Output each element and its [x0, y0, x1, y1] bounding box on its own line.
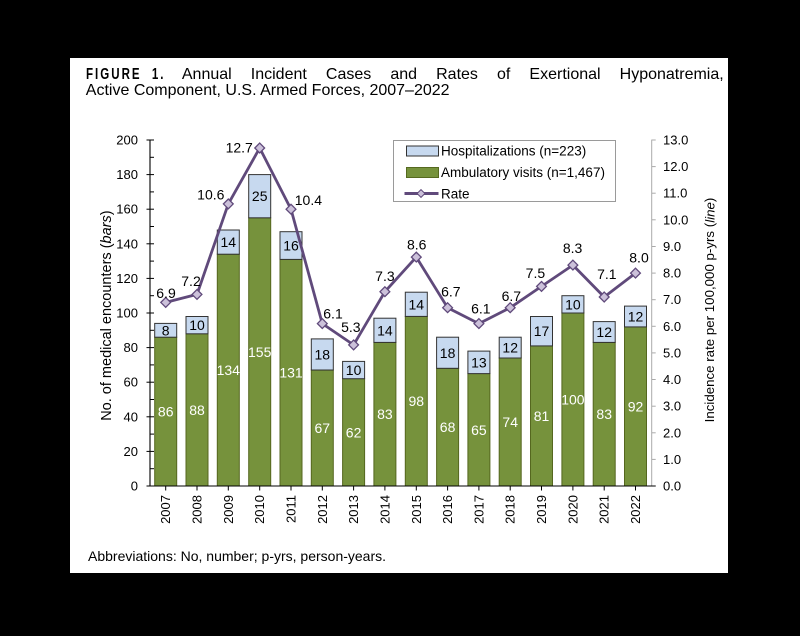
svg-text:17: 17	[534, 323, 550, 339]
svg-text:10: 10	[565, 296, 581, 312]
svg-text:12: 12	[502, 340, 518, 356]
svg-text:6.7: 6.7	[502, 288, 522, 304]
svg-text:83: 83	[377, 406, 393, 422]
svg-text:65: 65	[471, 422, 487, 438]
svg-text:88: 88	[189, 402, 205, 418]
svg-text:3.0: 3.0	[663, 399, 681, 414]
svg-text:6.1: 6.1	[323, 305, 343, 321]
svg-text:67: 67	[315, 420, 331, 436]
svg-text:13: 13	[471, 354, 487, 370]
svg-text:No. of medical encounters (bar: No. of medical encounters (bars)	[99, 210, 115, 420]
svg-text:2021: 2021	[597, 495, 612, 524]
svg-text:16: 16	[283, 238, 299, 254]
svg-text:2011: 2011	[284, 495, 299, 523]
svg-text:8.0: 8.0	[663, 266, 681, 281]
svg-text:74: 74	[502, 414, 518, 430]
svg-text:20: 20	[124, 444, 138, 459]
svg-text:2007: 2007	[158, 495, 173, 524]
svg-text:6.1: 6.1	[471, 300, 491, 316]
svg-text:9.0: 9.0	[663, 239, 681, 254]
svg-text:180: 180	[116, 167, 138, 182]
svg-text:10.0: 10.0	[663, 212, 688, 227]
svg-text:6.9: 6.9	[156, 285, 176, 301]
svg-text:2017: 2017	[471, 495, 486, 524]
svg-text:6.7: 6.7	[441, 284, 461, 300]
svg-text:200: 200	[116, 133, 138, 148]
svg-text:81: 81	[534, 408, 550, 424]
svg-text:11.0: 11.0	[663, 186, 687, 201]
svg-text:80: 80	[124, 340, 138, 355]
svg-text:120: 120	[116, 271, 138, 286]
svg-text:40: 40	[124, 409, 138, 424]
svg-text:2022: 2022	[628, 495, 643, 524]
svg-text:160: 160	[116, 202, 138, 217]
svg-text:6.0: 6.0	[663, 319, 681, 334]
svg-text:18: 18	[315, 347, 331, 363]
svg-text:2013: 2013	[346, 495, 361, 524]
svg-text:7.1: 7.1	[597, 266, 617, 282]
svg-text:2012: 2012	[315, 495, 330, 524]
svg-text:7.0: 7.0	[663, 292, 681, 307]
svg-text:60: 60	[124, 375, 138, 390]
svg-text:98: 98	[409, 393, 425, 409]
svg-text:4.0: 4.0	[663, 372, 681, 387]
svg-text:2018: 2018	[503, 495, 518, 524]
svg-text:2009: 2009	[221, 495, 236, 524]
svg-text:68: 68	[440, 419, 456, 435]
svg-text:1.0: 1.0	[663, 452, 681, 467]
svg-text:2010: 2010	[252, 495, 267, 524]
svg-text:12.0: 12.0	[663, 159, 688, 174]
svg-text:2.0: 2.0	[663, 425, 681, 440]
svg-text:2019: 2019	[534, 495, 549, 524]
svg-text:86: 86	[158, 404, 174, 420]
svg-text:14: 14	[409, 296, 425, 312]
svg-text:Ambulatory visits (n=1,467): Ambulatory visits (n=1,467)	[441, 165, 605, 180]
svg-text:12: 12	[628, 309, 644, 325]
svg-text:2015: 2015	[409, 495, 424, 524]
svg-text:62: 62	[346, 424, 362, 440]
svg-text:0.0: 0.0	[663, 479, 681, 494]
svg-text:134: 134	[217, 362, 241, 378]
svg-text:7.5: 7.5	[526, 265, 546, 281]
svg-text:10: 10	[189, 317, 205, 333]
svg-text:10.4: 10.4	[295, 192, 322, 208]
svg-text:2016: 2016	[440, 495, 455, 524]
svg-text:140: 140	[116, 236, 138, 251]
svg-text:100: 100	[116, 306, 138, 321]
svg-text:92: 92	[628, 398, 644, 414]
svg-text:83: 83	[596, 406, 612, 422]
svg-text:7.3: 7.3	[375, 268, 395, 284]
svg-text:18: 18	[440, 345, 456, 361]
svg-text:12: 12	[596, 324, 612, 340]
svg-text:155: 155	[248, 344, 272, 360]
svg-text:12.7: 12.7	[226, 140, 253, 156]
svg-text:14: 14	[221, 234, 237, 250]
svg-text:8: 8	[162, 322, 170, 338]
svg-text:131: 131	[279, 365, 303, 381]
svg-text:Incidence rate per 100,000 p-y: Incidence rate per 100,000 p-yrs (line)	[702, 198, 717, 423]
svg-text:14: 14	[377, 322, 393, 338]
svg-text:25: 25	[252, 188, 268, 204]
svg-text:Rate: Rate	[441, 186, 470, 201]
svg-text:8.3: 8.3	[563, 240, 583, 256]
svg-text:100: 100	[561, 392, 585, 408]
svg-text:7.2: 7.2	[181, 273, 201, 289]
svg-text:2008: 2008	[190, 495, 205, 524]
svg-text:8.0: 8.0	[629, 250, 649, 266]
svg-text:2020: 2020	[565, 495, 580, 524]
svg-text:Hospitalizations (n=223): Hospitalizations (n=223)	[441, 144, 586, 159]
svg-text:10.6: 10.6	[197, 187, 224, 203]
svg-text:13.0: 13.0	[663, 133, 688, 148]
svg-text:8.6: 8.6	[407, 236, 427, 252]
svg-text:10: 10	[346, 362, 362, 378]
svg-text:5.0: 5.0	[663, 345, 681, 360]
svg-text:0: 0	[131, 479, 138, 494]
svg-text:2014: 2014	[377, 495, 392, 524]
svg-text:5.3: 5.3	[341, 319, 361, 335]
